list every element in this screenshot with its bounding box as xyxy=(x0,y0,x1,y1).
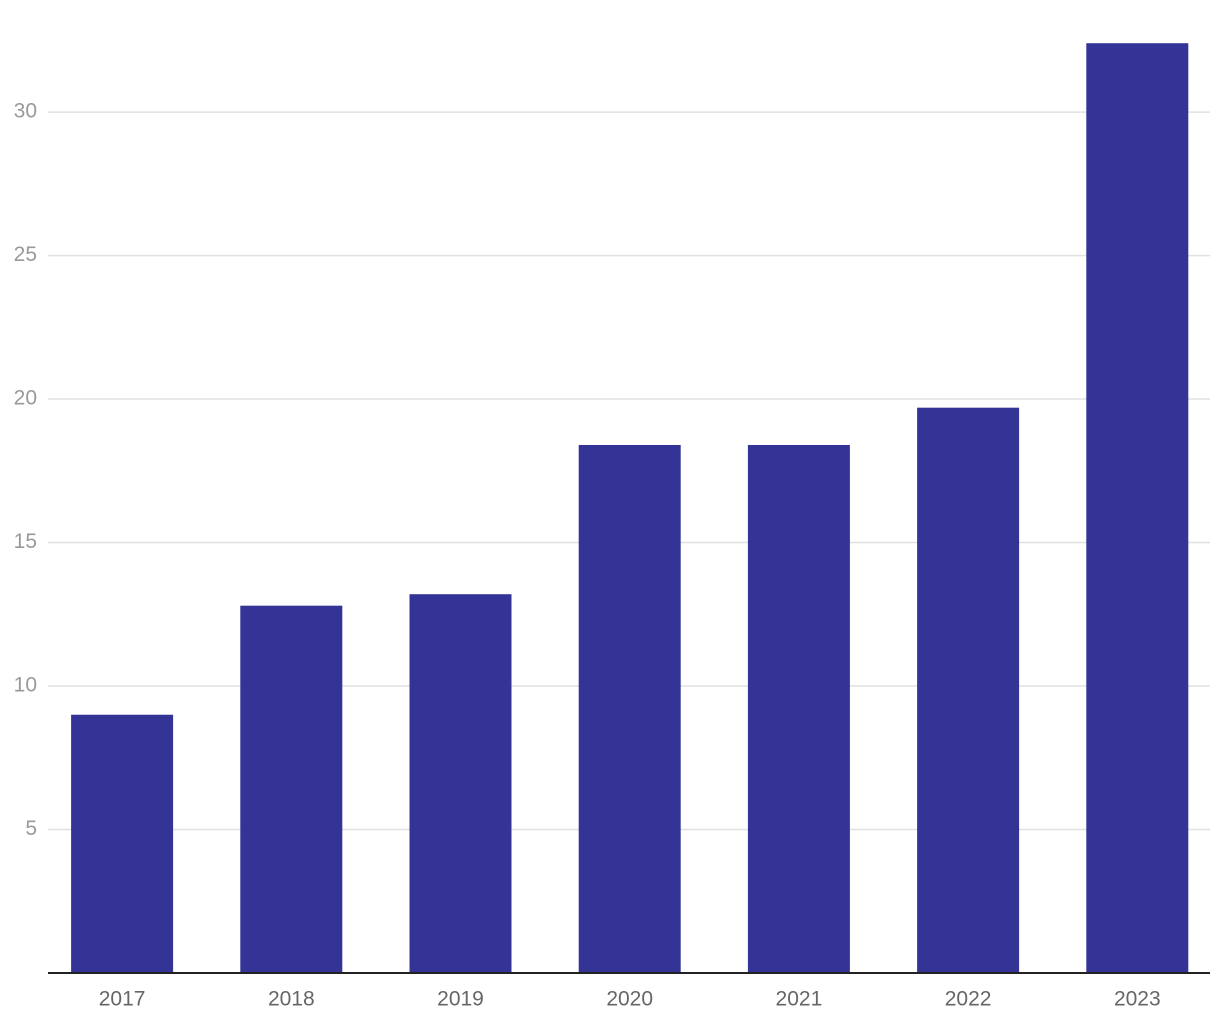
y-tick-label: 10 xyxy=(14,674,37,697)
bar xyxy=(747,444,850,973)
bar xyxy=(240,605,343,973)
x-tick-label: 2018 xyxy=(268,988,315,1011)
x-tick-label: 2022 xyxy=(945,988,992,1011)
bar xyxy=(917,407,1020,974)
x-tick-label: 2020 xyxy=(606,988,653,1011)
bar xyxy=(578,444,681,973)
bar xyxy=(409,594,512,973)
y-tick-label: 5 xyxy=(25,817,37,840)
x-tick-label: 2019 xyxy=(437,988,484,1011)
x-tick-label: 2023 xyxy=(1114,988,1161,1011)
y-tick-label: 25 xyxy=(14,243,37,266)
bar xyxy=(71,714,174,973)
x-tick-label: 2021 xyxy=(776,988,823,1011)
x-tick-label: 2017 xyxy=(99,988,146,1011)
y-tick-label: 15 xyxy=(14,530,37,553)
bar xyxy=(1086,43,1189,973)
y-tick-label: 30 xyxy=(14,100,37,123)
y-tick-label: 20 xyxy=(14,387,37,410)
